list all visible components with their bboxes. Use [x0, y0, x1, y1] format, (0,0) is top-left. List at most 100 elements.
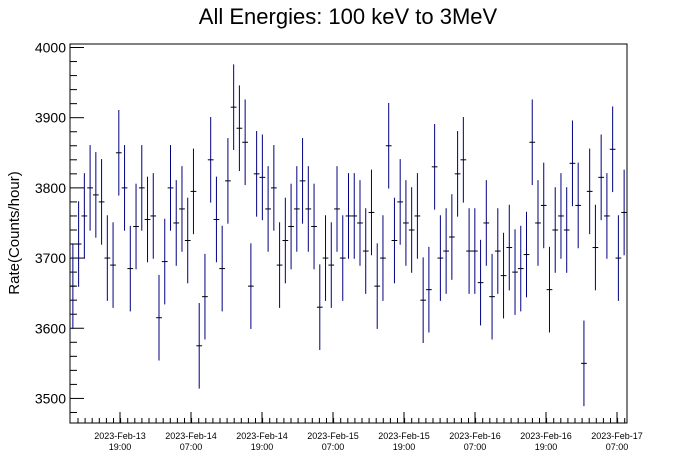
- x-tick-time-label: 07:00: [606, 442, 629, 452]
- data-point: [385, 102, 392, 189]
- data-point: [609, 106, 616, 193]
- data-point: [592, 204, 599, 291]
- data-point: [569, 120, 576, 207]
- data-point: [558, 173, 564, 259]
- data-point: [466, 208, 472, 294]
- x-tick-date-label: 2023-Feb-15: [307, 431, 359, 441]
- data-point: [397, 159, 404, 245]
- data-point: [184, 197, 191, 284]
- data-point: [454, 131, 461, 217]
- data-point: [110, 222, 116, 308]
- data-point: [328, 222, 335, 308]
- data-point: [225, 138, 231, 224]
- plot-frame: [69, 43, 628, 424]
- y-tick-label: 3800: [35, 180, 66, 196]
- x-tick-time-label: 19:00: [251, 442, 274, 452]
- data-point: [357, 180, 363, 266]
- data-point: [121, 145, 128, 231]
- data-point: [161, 218, 168, 305]
- data-point: [339, 215, 346, 301]
- data-point: [98, 159, 105, 245]
- data-point: [414, 173, 421, 259]
- x-tick-date-label: 2023-Feb-17: [591, 431, 643, 441]
- data-point: [621, 169, 627, 256]
- x-tick-date-label: 2023-Feb-16: [449, 431, 501, 441]
- data-point: [276, 222, 283, 308]
- data-point: [293, 166, 300, 252]
- data-point: [156, 274, 162, 361]
- data-point: [104, 215, 111, 301]
- chart-title: All Energies: 100 keV to 3MeV: [199, 4, 498, 29]
- data-point: [334, 166, 340, 252]
- x-tick-date-label: 2023-Feb-13: [94, 431, 146, 441]
- data-point: [494, 208, 501, 294]
- data-point: [265, 166, 271, 252]
- data-point: [150, 173, 157, 259]
- x-tick-time-label: 07:00: [464, 442, 487, 452]
- x-tick-time-label: 07:00: [322, 442, 345, 452]
- data-point: [282, 197, 289, 284]
- data-point: [138, 145, 145, 231]
- y-axis: 3500 3600 3700 3800 3900 4000: [35, 40, 84, 413]
- data-point: [368, 169, 375, 256]
- data-point: [70, 243, 76, 329]
- data-point: [489, 253, 495, 340]
- data-point: [75, 201, 82, 287]
- data-point: [253, 131, 260, 217]
- y-tick-label: 3600: [35, 320, 66, 336]
- data-point: [408, 187, 415, 273]
- data-point: [236, 85, 243, 172]
- data-point: [460, 116, 467, 203]
- data-point: [575, 162, 582, 249]
- data-point: [380, 215, 386, 301]
- data-point: [316, 264, 323, 351]
- data-point: [586, 148, 593, 235]
- data-point: [477, 239, 484, 326]
- data-point: [437, 215, 444, 301]
- data-point: [615, 215, 622, 301]
- x-tick-time-label: 19:00: [393, 442, 416, 452]
- x-tick-date-label: 2023-Feb-15: [378, 431, 430, 441]
- y-tick-label: 3700: [35, 250, 66, 266]
- data-series: [70, 64, 627, 407]
- x-tick-time-label: 07:00: [180, 442, 203, 452]
- data-point: [529, 99, 536, 186]
- data-point: [299, 138, 306, 224]
- data-point: [127, 225, 134, 312]
- x-tick-time-label: 19:00: [109, 442, 132, 452]
- x-tick-date-label: 2023-Feb-14: [165, 431, 217, 441]
- data-point: [230, 64, 237, 150]
- data-point: [92, 152, 99, 238]
- data-point: [512, 229, 518, 315]
- data-point: [167, 145, 174, 231]
- data-point: [500, 232, 507, 319]
- data-point: [288, 183, 294, 270]
- data-point: [517, 225, 524, 312]
- x-tick-date-label: 2023-Feb-14: [236, 431, 288, 441]
- data-point: [115, 109, 122, 196]
- data-point: [546, 246, 553, 333]
- data-point: [563, 187, 570, 273]
- x-tick-time-label: 19:00: [535, 442, 558, 452]
- data-point: [604, 173, 610, 259]
- data-point: [523, 211, 530, 298]
- y-axis-label: Rate(Counts/hour): [6, 171, 23, 294]
- data-point: [259, 134, 266, 221]
- data-point: [362, 208, 369, 294]
- data-point: [248, 243, 254, 329]
- data-point: [179, 166, 185, 252]
- data-point: [351, 173, 358, 259]
- data-point: [552, 187, 559, 273]
- data-point: [471, 208, 478, 294]
- data-point: [374, 243, 381, 329]
- data-point: [196, 302, 203, 389]
- data-point: [535, 180, 541, 266]
- data-point: [133, 183, 139, 270]
- data-point: [403, 180, 409, 266]
- data-point: [305, 166, 312, 252]
- data-point: [506, 204, 513, 291]
- data-point: [190, 148, 197, 235]
- data-point: [270, 145, 277, 231]
- data-point: [87, 145, 93, 231]
